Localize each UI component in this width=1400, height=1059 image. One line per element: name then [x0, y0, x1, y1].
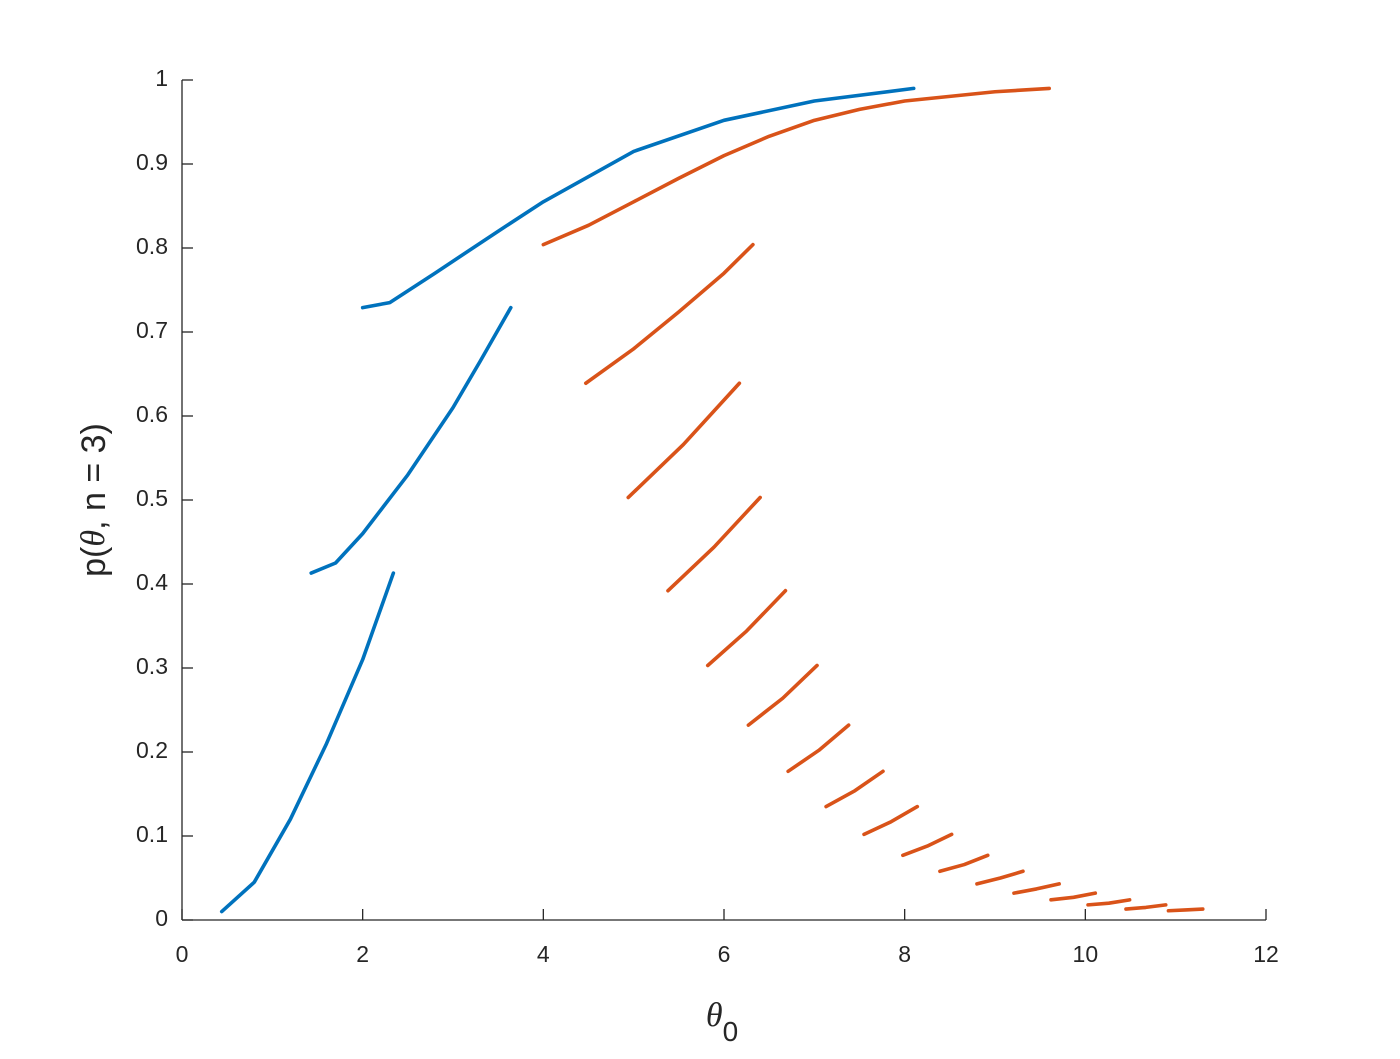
- y-tick-label: 0.6: [136, 401, 168, 427]
- y-tick-label: 0: [155, 905, 168, 931]
- y-axis-label: p(θ, n = 3): [75, 423, 113, 577]
- x-tick-label: 0: [176, 941, 189, 967]
- y-tick-label: 0.3: [136, 653, 168, 679]
- x-tick-label: 6: [718, 941, 731, 967]
- y-label-part: p(: [75, 546, 113, 577]
- y-tick-label: 0.5: [136, 485, 168, 511]
- y-tick-label: 0.7: [136, 317, 168, 343]
- y-tick-label: 0.2: [136, 737, 168, 763]
- x-axis-label: θ0: [706, 997, 738, 1048]
- data-line: [541, 86, 1205, 913]
- data-line: [219, 86, 916, 914]
- x-tick-label: 8: [898, 941, 911, 967]
- x-tick-label: 4: [537, 941, 550, 967]
- y-tick-label: 0.4: [136, 569, 168, 595]
- x-label-symbol: θ: [706, 997, 723, 1034]
- y-tick-label: 0.9: [136, 149, 168, 175]
- x-tick-label: 10: [1073, 941, 1099, 967]
- y-tick-label: 0.8: [136, 233, 168, 259]
- x-tick-label: 2: [356, 941, 369, 967]
- y-label-part: , n = 3): [75, 423, 113, 530]
- x-label-subscript: 0: [723, 1016, 739, 1047]
- y-tick-label: 1: [155, 65, 168, 91]
- x-tick-label: 12: [1253, 941, 1279, 967]
- y-label-symbol: θ: [75, 530, 112, 547]
- y-tick-label: 0.1: [136, 821, 168, 847]
